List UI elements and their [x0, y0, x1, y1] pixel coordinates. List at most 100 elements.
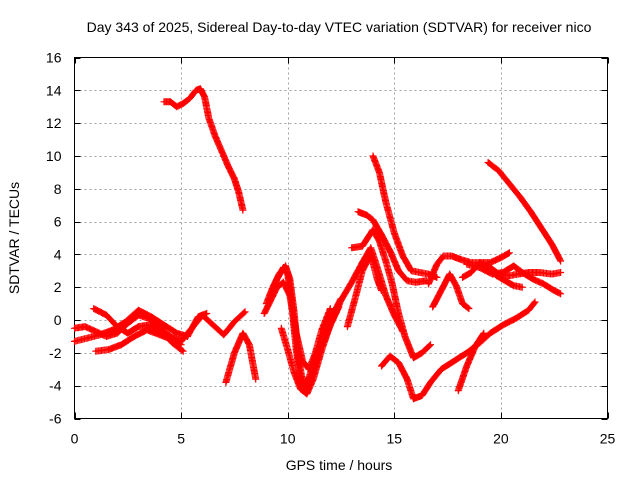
series-trace-6 [222, 329, 260, 386]
marker-trace [348, 226, 434, 362]
data-point [111, 328, 114, 331]
data-point [519, 195, 522, 198]
y-tick-label: -6 [49, 411, 62, 427]
y-tick-label: 14 [46, 82, 62, 98]
series-trace-17 [429, 270, 473, 313]
data-point [233, 351, 236, 354]
data-point [107, 348, 110, 351]
data-point [384, 294, 387, 297]
data-point [116, 325, 119, 328]
data-point [534, 300, 537, 303]
data-point [489, 261, 492, 264]
data-point [124, 320, 127, 323]
data-point [529, 210, 532, 213]
y-tick-labels: -6 -4 -2 0 2 4 6 8 10 12 14 16 [46, 50, 62, 427]
marker-trace [424, 249, 513, 288]
data-point [105, 335, 108, 338]
data-point [276, 286, 279, 289]
data-point [237, 191, 240, 194]
data-point [380, 364, 383, 367]
data-point [86, 337, 89, 340]
data-point [559, 271, 562, 274]
data-point [137, 309, 140, 312]
data-point [406, 378, 409, 381]
data-point [222, 333, 225, 336]
data-point [288, 278, 291, 281]
data-point [391, 282, 394, 285]
data-point [357, 210, 360, 213]
data-point [94, 350, 97, 353]
series-trace-12 [354, 208, 430, 286]
data-point [378, 240, 381, 243]
data-point [197, 315, 200, 318]
data-point [487, 161, 490, 164]
data-point [163, 323, 166, 326]
x-tick-label: 0 [71, 431, 79, 447]
y-tick-label: 2 [54, 279, 62, 295]
data-point [175, 105, 178, 108]
data-point [329, 323, 332, 326]
data-point [175, 332, 178, 335]
data-point [442, 255, 445, 258]
data-point [450, 255, 453, 258]
data-point [320, 328, 323, 331]
series-trace-21 [463, 260, 565, 298]
data-point [254, 378, 257, 381]
data-point [551, 243, 554, 246]
data-point [531, 278, 534, 281]
data-point [207, 117, 210, 120]
data-point [171, 338, 174, 341]
y-tick-label: 8 [54, 181, 62, 197]
data-point [350, 246, 353, 249]
data-point [73, 340, 76, 343]
data-point [282, 281, 285, 284]
data-point [150, 315, 153, 318]
marker-trace [484, 159, 565, 265]
data-point [429, 381, 432, 384]
data-point [421, 351, 424, 354]
data-point [248, 343, 251, 346]
data-point [163, 100, 166, 103]
y-tick-label: 4 [54, 246, 62, 262]
data-point [369, 253, 372, 256]
data-point [116, 332, 119, 335]
data-point [133, 335, 136, 338]
data-point [497, 169, 500, 172]
data-point [186, 335, 189, 338]
y-tick-label: -2 [49, 345, 62, 361]
data-point [340, 299, 342, 302]
y-tick-label: -4 [49, 378, 62, 394]
data-point [380, 289, 383, 292]
plot-frame [74, 57, 608, 419]
data-point [288, 294, 291, 297]
marker-trace [222, 329, 260, 386]
data-point [504, 279, 507, 282]
data-point [203, 95, 206, 98]
data-point [389, 355, 392, 358]
data-point [559, 259, 562, 262]
data-point [224, 381, 227, 384]
data-point [99, 333, 102, 336]
data-point [145, 328, 148, 331]
data-point [220, 150, 223, 153]
data-point [286, 348, 289, 351]
x-tick-label: 20 [493, 431, 509, 447]
data-point [94, 330, 97, 333]
data-point [371, 154, 374, 157]
data-point [384, 200, 387, 203]
y-tick-label: 12 [46, 115, 62, 131]
data-point [105, 314, 108, 317]
data-point [397, 269, 400, 272]
data-point [559, 292, 562, 295]
data-point [465, 364, 468, 367]
data-point [182, 350, 185, 353]
axis-ticks [74, 57, 609, 420]
data-point [508, 251, 511, 254]
data-point [227, 164, 230, 167]
data-point [301, 360, 304, 363]
data-point [527, 309, 530, 312]
data-point [418, 271, 421, 274]
y-axis-label: SDTVAR / TECUs [6, 182, 22, 294]
y-tick-label: 10 [46, 148, 62, 164]
